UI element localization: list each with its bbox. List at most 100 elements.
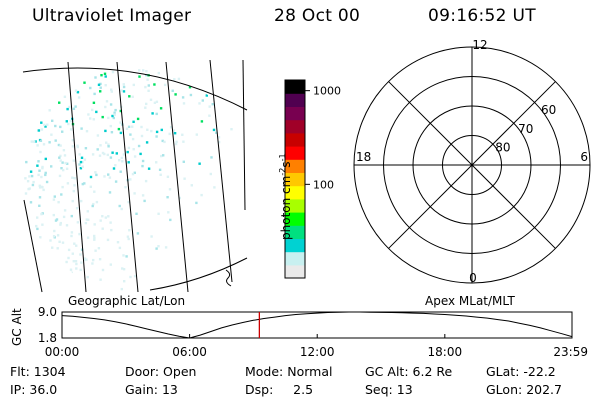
image-pixel — [67, 256, 70, 260]
image-pixel — [104, 84, 107, 87]
image-pixel — [155, 112, 158, 116]
image-pixel — [71, 139, 74, 142]
image-pixel — [61, 130, 64, 133]
image-pixel — [198, 102, 201, 105]
image-pixel — [54, 124, 57, 128]
image-pixel — [131, 172, 135, 176]
image-pixel — [105, 141, 108, 144]
image-pixel — [81, 160, 84, 164]
image-pixel — [128, 95, 131, 98]
image-pixel — [95, 173, 98, 177]
image-pixel — [140, 134, 144, 138]
image-pixel — [52, 213, 55, 217]
image-pixel — [181, 133, 184, 136]
image-pixel — [58, 156, 61, 159]
image-pixel — [166, 196, 169, 199]
image-pixel — [131, 137, 135, 141]
image-pixel — [119, 109, 122, 113]
image-pixel — [71, 199, 74, 203]
image-pixel — [118, 159, 121, 162]
image-pixel — [147, 84, 150, 87]
status-seq: Seq: 13 — [365, 382, 413, 397]
colorbar-segment — [285, 80, 305, 94]
coastline — [225, 269, 232, 287]
image-pixel — [39, 236, 42, 239]
image-pixel — [145, 70, 148, 73]
image-pixel — [133, 155, 137, 158]
image-pixel — [104, 105, 107, 109]
image-pixel — [75, 244, 78, 247]
image-pixel — [62, 149, 66, 152]
image-pixel — [57, 201, 60, 204]
colorbar-segment — [285, 172, 305, 187]
image-pixel — [75, 262, 78, 266]
image-pixel — [81, 182, 84, 186]
image-pixel — [79, 268, 82, 272]
geographic-caption: Geographic Lat/Lon — [68, 294, 186, 308]
image-pixel — [124, 186, 127, 189]
image-pixel — [153, 101, 157, 104]
image-pixel — [73, 177, 76, 180]
mlat-label: 70 — [518, 122, 533, 136]
image-pixel — [71, 145, 75, 148]
image-pixel — [146, 128, 149, 131]
image-pixel — [38, 204, 41, 207]
image-pixel — [73, 184, 76, 187]
status-flt: Flt: 1304 — [10, 364, 66, 379]
image-pixel — [37, 129, 40, 132]
image-pixel — [211, 103, 214, 106]
image-pixel — [38, 184, 41, 187]
image-pixel — [26, 180, 30, 183]
image-pixel — [145, 102, 148, 106]
image-pixel — [141, 159, 145, 163]
image-pixel — [159, 107, 163, 110]
image-pixel — [144, 85, 147, 89]
image-pixel — [78, 153, 81, 156]
image-pixel — [39, 139, 43, 142]
image-pixel — [63, 154, 67, 157]
image-pixel — [143, 199, 146, 203]
longitude-line — [116, 61, 139, 293]
image-pixel — [116, 241, 120, 244]
image-pixel — [99, 144, 102, 147]
header-date: 28 Oct 00 — [274, 6, 361, 26]
image-pixel — [79, 167, 83, 170]
image-pixel — [105, 100, 109, 103]
image-pixel — [79, 160, 83, 164]
image-pixel — [56, 234, 60, 237]
image-pixel — [163, 140, 166, 144]
image-pixel — [91, 262, 94, 265]
image-pixel — [70, 234, 73, 238]
image-pixel — [70, 214, 73, 218]
image-pixel — [127, 146, 131, 150]
image-pixel — [25, 160, 28, 164]
image-pixel — [111, 151, 114, 154]
image-pixel — [42, 188, 45, 192]
image-pixel — [62, 168, 65, 172]
image-pixel — [109, 103, 113, 106]
image-pixel — [111, 114, 114, 118]
image-pixel — [94, 249, 97, 252]
image-pixel — [132, 83, 135, 87]
image-pixel — [127, 237, 130, 241]
image-pixel — [155, 247, 158, 250]
image-pixel — [93, 92, 96, 96]
image-pixel — [120, 287, 123, 291]
image-pixel — [126, 235, 130, 238]
image-pixel — [40, 175, 43, 179]
image-pixel — [138, 69, 141, 72]
colorbar-label: photon cm-2s-1 — [278, 153, 293, 240]
image-pixel — [89, 117, 92, 120]
image-pixel — [157, 245, 160, 248]
image-pixel — [83, 257, 87, 260]
timeline-ytick-label: 1.8 — [38, 331, 57, 345]
image-pixel — [92, 118, 95, 121]
image-pixel — [153, 83, 156, 86]
image-pixel — [182, 140, 185, 143]
image-pixel — [110, 88, 113, 91]
image-pixel — [81, 165, 84, 168]
image-pixel — [77, 96, 81, 99]
image-pixel — [188, 86, 192, 89]
coastline — [149, 257, 248, 291]
timeline-xtick-label: 23:59 — [553, 345, 588, 359]
